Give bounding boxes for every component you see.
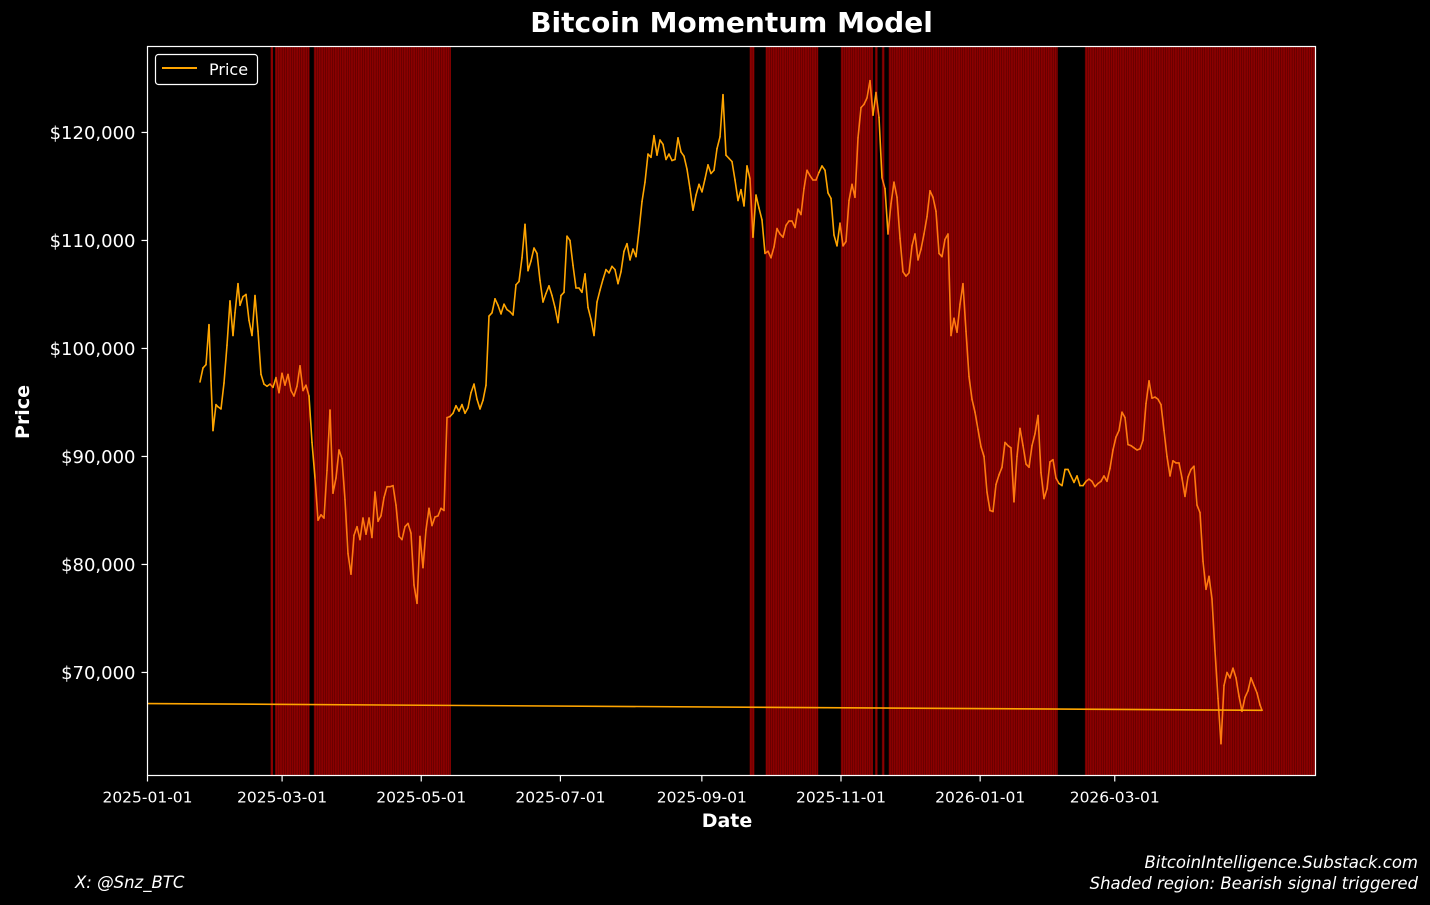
y-tick-label: $70,000: [61, 663, 135, 684]
x-tick-label: 2025-11-01: [796, 789, 886, 807]
footer-site: BitcoinIntelligence.Substack.com: [1144, 853, 1418, 872]
y-tick-label: $80,000: [61, 555, 135, 576]
footer-credits: BitcoinIntelligence.Substack.com Shaded …: [1090, 852, 1418, 894]
x-tick-label: 2025-07-01: [515, 789, 605, 807]
footer-handle: X: @Snz_BTC: [75, 873, 185, 892]
y-tick-label: $100,000: [50, 339, 136, 360]
x-tick-label: 2026-01-01: [935, 789, 1025, 807]
chart-title: Bitcoin Momentum Model: [530, 6, 933, 39]
x-axis-ticks: 2025-01-01 2025-03-01 2025-05-01 2025-07-01…: [102, 775, 1160, 807]
y-axis-ticks: $70,000 $80,000 $90,000 $100,000 $110,000 $12…: [50, 123, 148, 684]
shaded-region: [882, 46, 885, 775]
shaded-region: [270, 46, 273, 775]
y-axis-label: Price: [12, 385, 34, 439]
shaded-region: [875, 46, 878, 775]
shaded-region: [888, 46, 1058, 775]
x-tick-label: 2025-03-01: [237, 789, 327, 807]
x-tick-label: 2026-03-01: [1070, 789, 1160, 807]
y-tick-label: $90,000: [61, 447, 135, 468]
shaded-region: [765, 46, 819, 775]
price-line: [147, 79, 1263, 745]
shaded-region: [275, 46, 310, 775]
plot-frame: [146, 45, 1317, 777]
bearish-signal-shading: [270, 46, 1315, 775]
footer-shading-note: Shaded region: Bearish signal triggered: [1089, 874, 1418, 893]
legend-label-price: Price: [209, 60, 248, 79]
x-tick-label: 2025-01-01: [102, 789, 192, 807]
legend-box: [154, 53, 259, 86]
x-tick-label: 2025-09-01: [657, 789, 747, 807]
legend: Price: [154, 53, 259, 86]
y-tick-label: $110,000: [50, 231, 136, 252]
y-tick-label: $120,000: [50, 123, 136, 144]
x-tick-label: 2025-05-01: [376, 789, 466, 807]
x-axis-label: Date: [702, 810, 753, 832]
